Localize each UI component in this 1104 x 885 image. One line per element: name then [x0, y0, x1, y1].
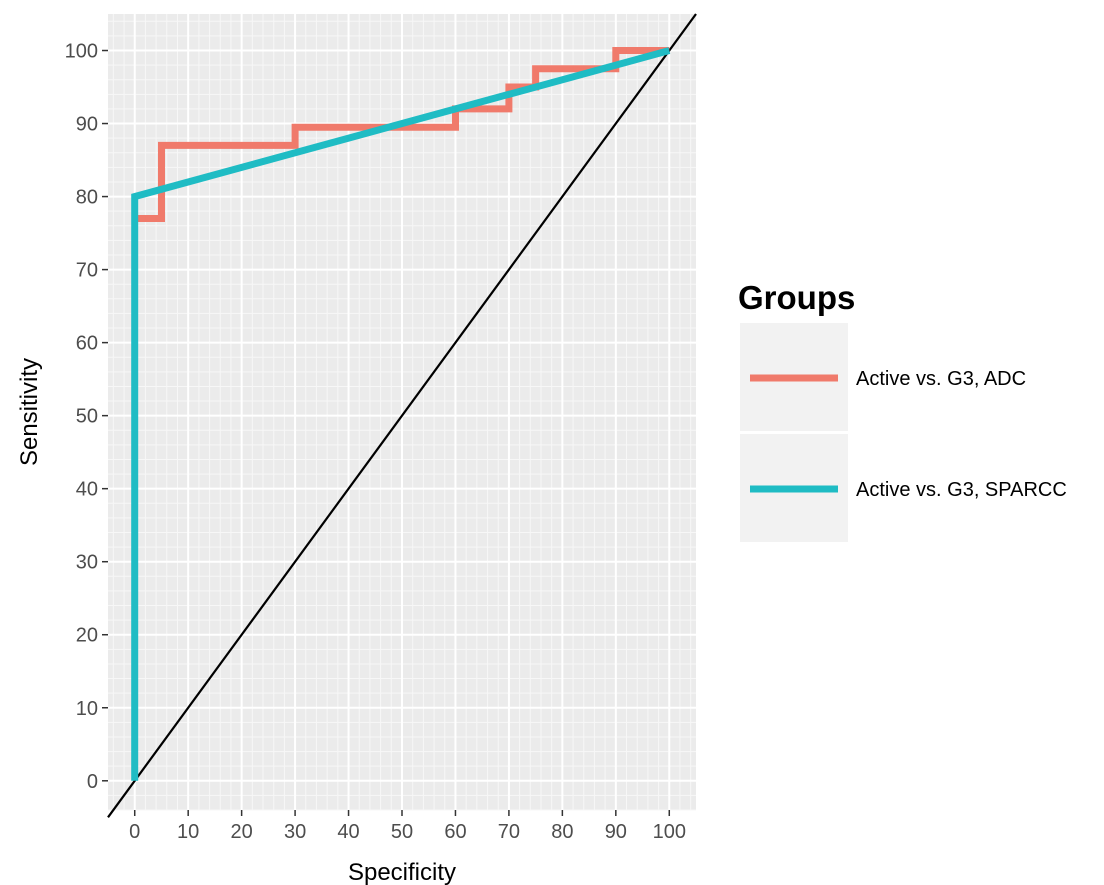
y-tick-label: 70: [76, 260, 98, 282]
y-tick-label: 20: [76, 625, 98, 647]
y-tick-label: 0: [87, 771, 98, 793]
y-tick-label: 50: [76, 406, 98, 428]
legend-title: Groups: [738, 279, 855, 316]
x-tick-label: 60: [444, 821, 466, 843]
x-tick-label: 50: [391, 821, 413, 843]
y-tick-label: 40: [76, 479, 98, 501]
x-tick-label: 70: [498, 821, 520, 843]
x-tick-label: 30: [284, 821, 306, 843]
reference-diagonal-line: [107, 13, 697, 818]
y-tick-label: 100: [65, 41, 98, 63]
x-tick-label: 20: [231, 821, 253, 843]
legend-label-sparcc: Active vs. G3, SPARCC: [856, 479, 1067, 501]
series-layer: [107, 13, 697, 818]
x-tick-label: 80: [551, 821, 573, 843]
y-tick-label: 90: [76, 114, 98, 136]
legend: Groups Active vs. G3, ADC Active vs. G3,…: [738, 279, 1067, 542]
y-axis-title: Sensitivity: [16, 358, 43, 466]
x-tick-label: 100: [653, 821, 686, 843]
x-axis-title: Specificity: [348, 859, 456, 885]
x-tick-label: 10: [177, 821, 199, 843]
x-tick-label: 40: [337, 821, 359, 843]
series-line-sparcc: [131, 47, 671, 781]
y-tick-label: 30: [76, 552, 98, 574]
y-tick-label: 80: [76, 187, 98, 209]
x-tick-label: 0: [129, 821, 140, 843]
y-tick-label: 10: [76, 698, 98, 720]
legend-label-adc: Active vs. G3, ADC: [856, 368, 1026, 390]
y-tick-label: 60: [76, 333, 98, 355]
x-tick-label: 90: [605, 821, 627, 843]
tick-layer: 0 10 20 30 40 50 60 70 80 90 100 0 10 20 30 40 50 60 70 80 9…: [65, 41, 686, 843]
